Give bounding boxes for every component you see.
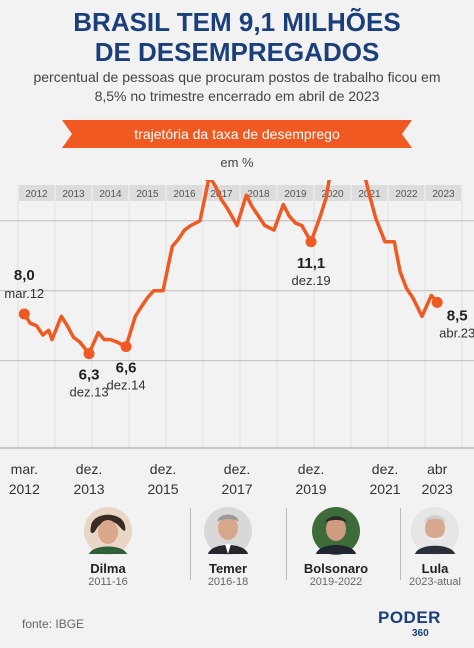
divider bbox=[400, 508, 401, 580]
x-axis-tick-label: dez. 2015 bbox=[133, 459, 193, 499]
banner-title: trajetória da taxa de desemprego bbox=[134, 126, 340, 142]
year-cell bbox=[425, 185, 462, 201]
x-tick-year: 2017 bbox=[221, 481, 253, 497]
year-cell bbox=[277, 185, 314, 201]
x-tick-month: abr bbox=[427, 461, 448, 477]
x-axis-tick-label: dez. 2019 bbox=[281, 459, 341, 499]
president-name: Temer bbox=[208, 561, 248, 576]
data-value-label: 8,5 bbox=[447, 307, 468, 324]
headline-line2: DE DESEMPREGADOS bbox=[94, 37, 380, 67]
year-cell bbox=[240, 185, 277, 201]
dilma-portrait-icon bbox=[84, 507, 132, 555]
lula-portrait-icon bbox=[411, 507, 459, 555]
x-tick-month: mar. bbox=[10, 461, 38, 477]
data-point bbox=[305, 236, 317, 248]
x-tick-month: dez. bbox=[149, 461, 177, 477]
president-lula: Lula 2023-atual bbox=[396, 506, 474, 588]
x-tick-month: dez. bbox=[75, 461, 103, 477]
data-point bbox=[431, 296, 443, 308]
poder360-logo-number: 360 bbox=[412, 628, 429, 639]
president-name: Bolsonaro bbox=[303, 561, 369, 576]
president-term: 2023-atual bbox=[409, 576, 461, 588]
president-term: 2019-2022 bbox=[309, 576, 363, 588]
year-label: 2022 bbox=[395, 189, 418, 200]
president-term: 2011-16 bbox=[88, 576, 128, 588]
subtitle: percentual de pessoas que procuram posto… bbox=[10, 68, 464, 106]
data-point bbox=[120, 341, 132, 353]
year-label: 2017 bbox=[210, 189, 233, 200]
president-name: Lula bbox=[421, 561, 449, 576]
president-bolsonaro: Bolsonaro 2019-2022 bbox=[286, 506, 386, 588]
x-tick-year: 2023 bbox=[421, 481, 453, 497]
year-label: 2013 bbox=[62, 189, 85, 200]
x-tick-year: 2021 bbox=[369, 481, 401, 497]
divider bbox=[190, 508, 191, 580]
year-label: 2018 bbox=[247, 189, 270, 200]
year-cell bbox=[314, 185, 351, 201]
x-tick-month: dez. bbox=[297, 461, 325, 477]
banner-ribbon bbox=[62, 120, 412, 148]
data-date-label: abr.23 bbox=[439, 325, 474, 340]
data-point bbox=[83, 348, 95, 360]
data-value-label: 6,6 bbox=[116, 360, 137, 377]
unemployment-line bbox=[22, 180, 439, 356]
unit-label: em % bbox=[220, 155, 254, 170]
poder360-logo: PODER bbox=[378, 608, 441, 627]
data-date-label: dez.13 bbox=[70, 385, 109, 400]
x-axis-tick-label: dez. 2017 bbox=[207, 459, 267, 499]
year-cell bbox=[55, 185, 92, 201]
year-label: 2016 bbox=[173, 189, 196, 200]
x-tick-year: 2013 bbox=[73, 481, 105, 497]
data-point bbox=[18, 308, 30, 320]
year-cell bbox=[388, 185, 425, 201]
president-dilma: Dilma 2011-16 bbox=[60, 506, 156, 588]
x-axis-tick-label: dez. 2013 bbox=[59, 459, 119, 499]
year-label: 2014 bbox=[99, 189, 122, 200]
subtitle-line1: percentual de pessoas que procuram posto… bbox=[33, 69, 441, 85]
president-temer: Temer 2016-18 bbox=[180, 506, 276, 588]
year-cell bbox=[92, 185, 129, 201]
data-date-label: mar.12 bbox=[4, 286, 44, 301]
year-label: 2015 bbox=[136, 189, 159, 200]
source-note: fonte: IBGE bbox=[22, 617, 85, 631]
data-value-label: 6,3 bbox=[79, 367, 100, 384]
data-date-label: dez.14 bbox=[107, 378, 146, 393]
president-name: Dilma bbox=[90, 561, 126, 576]
year-cell bbox=[203, 185, 240, 201]
data-value-label: 11,1 bbox=[297, 255, 325, 272]
x-axis-tick-label: abr 2023 bbox=[407, 459, 467, 499]
x-tick-year: 2015 bbox=[147, 481, 179, 497]
year-label: 2012 bbox=[25, 189, 48, 200]
headline-line1: BRASIL TEM 9,1 MILHÕES bbox=[73, 7, 401, 37]
x-tick-year: 2019 bbox=[295, 481, 327, 497]
x-tick-year: 2012 bbox=[8, 481, 40, 497]
year-label: 2019 bbox=[284, 189, 307, 200]
x-tick-month: dez. bbox=[223, 461, 251, 477]
year-label: 2020 bbox=[321, 189, 344, 200]
subtitle-line2: 8,5% no trimestre encerrado em abril de … bbox=[94, 88, 380, 104]
year-label: 2023 bbox=[432, 189, 455, 200]
bolsonaro-portrait-icon bbox=[312, 507, 360, 555]
year-cell bbox=[129, 185, 166, 201]
temer-portrait-icon bbox=[204, 507, 252, 555]
data-date-label: dez.19 bbox=[292, 273, 331, 288]
data-value-label: 8,0 bbox=[14, 267, 35, 284]
president-term: 2016-18 bbox=[207, 576, 249, 588]
data-point bbox=[205, 180, 214, 183]
divider bbox=[286, 508, 287, 580]
x-axis-tick-label: mar. 2012 bbox=[0, 459, 54, 499]
x-tick-month: dez. bbox=[371, 461, 399, 477]
x-axis-tick-label: dez. 2021 bbox=[355, 459, 415, 499]
year-cell bbox=[166, 185, 203, 201]
unemployment-chart: 2012 2013 2014 2015 2016 2017 2018 2019 2020 2021… bbox=[0, 180, 474, 449]
year-cell bbox=[18, 185, 55, 201]
